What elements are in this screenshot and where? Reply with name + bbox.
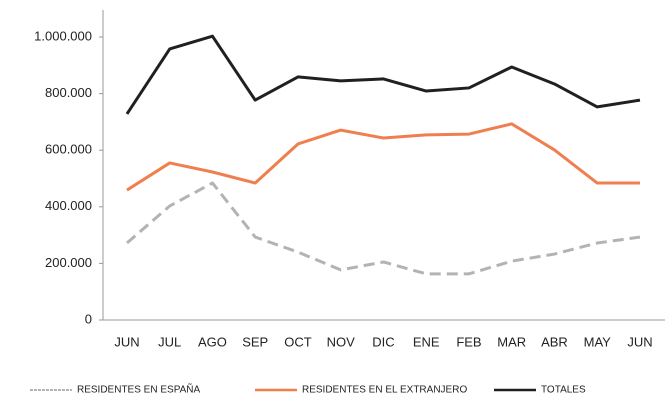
x-tick-label: ABR bbox=[541, 334, 568, 349]
x-tick-label: MAR bbox=[497, 334, 526, 349]
y-tick-label: 200.000 bbox=[45, 255, 92, 270]
series-line bbox=[125, 181, 641, 276]
x-tick-label: NOV bbox=[327, 334, 356, 349]
x-tick-label: JUN bbox=[114, 334, 139, 349]
series-line bbox=[125, 34, 641, 115]
y-tick-label: 0 bbox=[85, 311, 92, 326]
series-line bbox=[126, 122, 640, 192]
y-tick-label: 600.000 bbox=[45, 142, 92, 157]
legend-label: TOTALES bbox=[541, 385, 586, 396]
x-tick-label: DIC bbox=[372, 334, 394, 349]
y-tick-label: 1.000.000 bbox=[34, 28, 92, 43]
x-tick-label: SEP bbox=[242, 334, 268, 349]
x-tick-label: OCT bbox=[284, 334, 312, 349]
x-tick-label: ENE bbox=[413, 334, 440, 349]
x-tick-label: MAY bbox=[584, 334, 612, 349]
x-tick-label: AGO bbox=[198, 334, 227, 349]
y-tick-label: 400.000 bbox=[45, 198, 92, 213]
legend-label: RESIDENTES EN ESPAÑA bbox=[77, 383, 201, 396]
x-tick-label: JUN bbox=[627, 334, 652, 349]
legend-label: RESIDENTES EN EL EXTRANJERO bbox=[302, 385, 467, 396]
x-tick-label: FEB bbox=[456, 334, 481, 349]
y-tick-label: 800.000 bbox=[45, 85, 92, 100]
x-tick-label: JUL bbox=[158, 334, 181, 349]
